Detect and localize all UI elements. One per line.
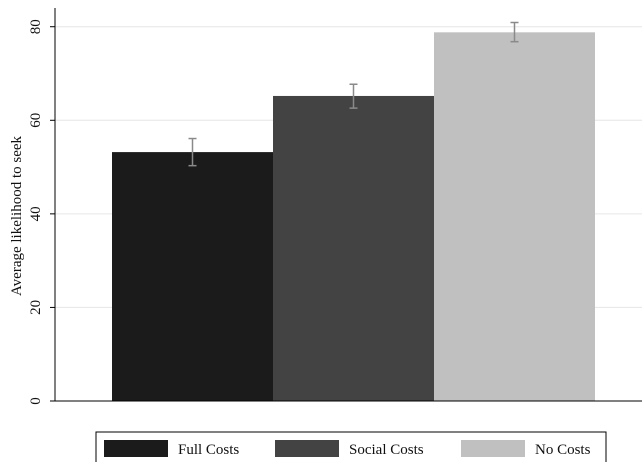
y-axis-title: Average likelihood to seek <box>9 135 25 296</box>
legend-item: Social Costs <box>275 440 424 458</box>
bar-social-costs <box>273 95 434 401</box>
bar-no-costs <box>434 32 595 401</box>
legend-items: Full Costs Social Costs No Costs <box>104 440 591 458</box>
y-tick-label: 60 <box>28 113 44 128</box>
y-tick-label: 0 <box>28 397 44 405</box>
legend-swatch <box>461 440 525 457</box>
legend-swatch <box>275 440 339 457</box>
legend-label: No Costs <box>535 442 591 458</box>
error-bars <box>188 21 519 167</box>
legend-swatch <box>104 440 168 457</box>
bar-full-costs <box>112 152 273 401</box>
bars <box>112 32 595 401</box>
y-tick-label: 40 <box>28 206 44 221</box>
y-tick-label: 20 <box>28 300 44 315</box>
legend-label: Full Costs <box>178 442 239 458</box>
legend-label: Social Costs <box>349 442 424 458</box>
y-axis-ticks: 0 20 40 60 80 <box>28 19 55 405</box>
legend: Full Costs Social Costs No Costs <box>95 431 607 462</box>
legend-item: No Costs <box>461 440 591 458</box>
error-bar <box>349 83 358 109</box>
error-bar <box>188 137 197 167</box>
error-bar <box>510 21 519 43</box>
y-tick-label: 80 <box>28 19 44 34</box>
legend-item: Full Costs <box>104 440 239 458</box>
